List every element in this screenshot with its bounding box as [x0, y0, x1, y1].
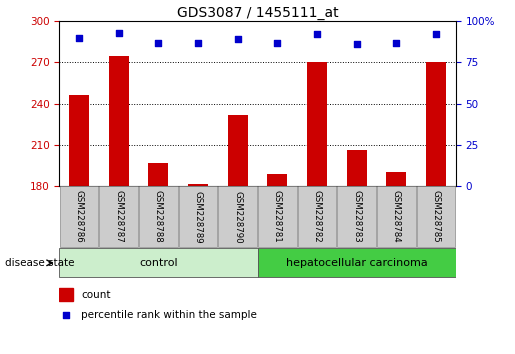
Bar	[139, 187, 178, 247]
Text: GSM228788: GSM228788	[154, 190, 163, 243]
Text: GSM228781: GSM228781	[273, 190, 282, 243]
Bar	[307, 62, 327, 186]
Text: GSM228790: GSM228790	[233, 190, 242, 243]
Bar	[337, 187, 376, 247]
Point	[75, 35, 83, 41]
Bar	[60, 187, 98, 247]
Text: GSM228782: GSM228782	[313, 190, 321, 243]
Bar	[377, 187, 416, 247]
Bar	[426, 62, 446, 186]
Text: hepatocellular carcinoma: hepatocellular carcinoma	[286, 258, 427, 268]
Bar	[298, 187, 336, 247]
Text: percentile rank within the sample: percentile rank within the sample	[81, 310, 257, 320]
Text: GSM228789: GSM228789	[194, 190, 202, 243]
Text: disease state: disease state	[5, 258, 75, 268]
Bar	[218, 187, 257, 247]
Bar	[258, 187, 297, 247]
Bar	[417, 187, 455, 247]
Text: GSM228784: GSM228784	[392, 190, 401, 243]
Bar	[347, 150, 367, 186]
Text: control: control	[139, 258, 178, 268]
Point	[432, 32, 440, 37]
Bar	[258, 249, 456, 277]
Point	[392, 40, 401, 45]
Point	[352, 41, 360, 47]
Bar	[69, 95, 89, 186]
Bar	[188, 184, 208, 186]
Bar	[228, 115, 248, 186]
Bar	[109, 56, 129, 186]
Text: count: count	[81, 290, 111, 300]
Text: GSM228787: GSM228787	[114, 190, 123, 243]
Point	[62, 312, 70, 318]
Bar	[386, 172, 406, 186]
Text: GSM228786: GSM228786	[75, 190, 83, 243]
Bar	[59, 288, 73, 301]
Point	[114, 30, 123, 36]
Point	[154, 40, 162, 45]
Point	[194, 40, 202, 45]
Bar	[59, 249, 258, 277]
Text: GSM228783: GSM228783	[352, 190, 361, 243]
Bar	[267, 173, 287, 186]
Title: GDS3087 / 1455111_at: GDS3087 / 1455111_at	[177, 6, 338, 20]
Point	[233, 36, 242, 42]
Bar	[99, 187, 138, 247]
Bar	[179, 187, 217, 247]
Point	[273, 40, 281, 45]
Text: GSM228785: GSM228785	[432, 190, 440, 243]
Bar	[148, 162, 168, 186]
Point	[313, 32, 321, 37]
